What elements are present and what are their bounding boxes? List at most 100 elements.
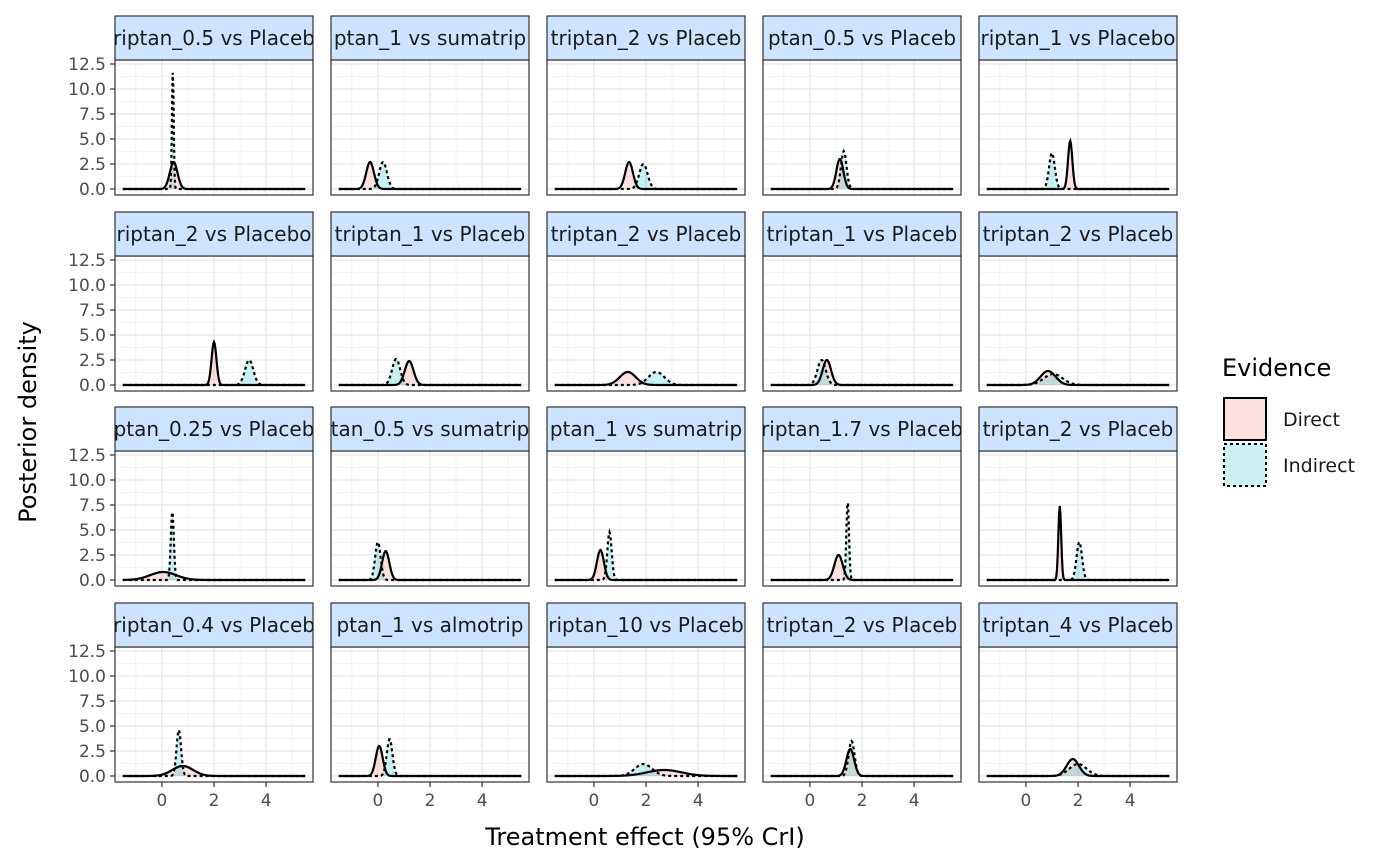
y-tick-label: 7.5 bbox=[79, 301, 106, 321]
y-tick-label: 10.0 bbox=[68, 276, 106, 296]
facet-strip bbox=[546, 15, 746, 61]
facet-strip bbox=[114, 211, 314, 257]
indirect-density-line bbox=[770, 148, 954, 191]
panel-grid bbox=[547, 647, 745, 782]
direct-density-fill bbox=[122, 162, 306, 189]
y-tick-label: 5.0 bbox=[79, 717, 106, 737]
facet-strip-label: ptan_0.25 vs Placeb bbox=[114, 417, 315, 441]
indirect-density-fill bbox=[554, 372, 738, 385]
facet-panel: ptan_1 vs almotrip bbox=[330, 602, 530, 783]
facet-panel: riptan_0.5 vs Placeb bbox=[114, 15, 314, 196]
facet-strip-label: triptan_1 vs Placeb bbox=[767, 222, 958, 246]
facet-strip-label: triptan_2 vs Placeb bbox=[983, 222, 1174, 246]
panel-grid bbox=[115, 60, 313, 195]
facet-panel: triptan_2 vs Placeb bbox=[978, 406, 1178, 587]
legend: Evidence Direct Indirect bbox=[1222, 354, 1355, 487]
indirect-density-fill bbox=[986, 764, 1170, 776]
facet-panel: ptan_0.5 vs Placeb bbox=[762, 15, 962, 196]
y-tick-label: 10.0 bbox=[68, 80, 106, 100]
indirect-density-line bbox=[554, 528, 738, 582]
panel-grid bbox=[547, 451, 745, 586]
y-axis-title: Posterior density bbox=[14, 321, 42, 523]
facet-strip bbox=[762, 406, 962, 452]
facet-strip bbox=[978, 406, 1178, 452]
y-tick-label: 10.0 bbox=[68, 471, 106, 491]
x-tick-label: 0 bbox=[372, 791, 383, 811]
x-tick-label: 2 bbox=[425, 791, 436, 811]
legend-key-indirect bbox=[1223, 443, 1267, 487]
facet-strip-label: ptan_1 vs sumatrip bbox=[550, 417, 742, 441]
indirect-density-line bbox=[986, 762, 1170, 778]
indirect-density-line bbox=[338, 357, 522, 387]
x-tick-label: 4 bbox=[261, 791, 272, 811]
facet-panel: ptan_1 vs sumatrip bbox=[546, 406, 746, 587]
facet-strip-label: riptan_10 vs Placeb bbox=[548, 613, 744, 637]
panel-grid bbox=[331, 60, 529, 195]
indirect-density-line bbox=[122, 72, 306, 191]
facet-panel: triptan_1 vs Placeb bbox=[762, 211, 962, 392]
facet-panel: ptan_0.25 vs Placeb bbox=[114, 406, 315, 587]
indirect-density-line bbox=[338, 737, 522, 778]
facet-strip-label: triptan_2 vs Placeb bbox=[983, 417, 1174, 441]
legend-label-direct: Direct bbox=[1283, 409, 1340, 431]
facet-panel: riptan_1 vs Placebo bbox=[978, 15, 1178, 196]
facet-strip bbox=[330, 602, 530, 648]
facet-strip-label: triptan_2 vs Placeb bbox=[767, 613, 958, 637]
facet-panel: triptan_2 vs Placeb bbox=[546, 15, 746, 196]
facet-strip-label: ptan_1 vs sumatrip bbox=[334, 26, 526, 50]
x-tick-label: 0 bbox=[588, 791, 599, 811]
facet-strip bbox=[978, 15, 1178, 61]
y-tick-label: 0.0 bbox=[79, 180, 106, 200]
y-tick-label: 2.5 bbox=[79, 742, 106, 762]
direct-density-fill bbox=[986, 759, 1170, 776]
facet-strip bbox=[330, 211, 530, 257]
x-axis-title: Treatment effect (95% CrI) bbox=[484, 823, 804, 851]
direct-density-fill bbox=[554, 550, 738, 580]
facet-strip-label: riptan_1.7 vs Placeb bbox=[761, 417, 963, 441]
facet-strip bbox=[978, 602, 1178, 648]
x-tick-label: 4 bbox=[693, 791, 704, 811]
facet-panel: riptan_2 vs Placebo bbox=[114, 211, 314, 392]
y-tick-label: 5.0 bbox=[79, 521, 106, 541]
indirect-density-line bbox=[770, 358, 954, 387]
facet-strip-label: riptan_1 vs Placebo bbox=[980, 26, 1175, 50]
facet-panel: triptan_2 vs Placeb bbox=[762, 602, 962, 783]
facet-panel: riptan_1.7 vs Placeb bbox=[761, 406, 963, 587]
y-tick-label: 5.0 bbox=[79, 326, 106, 346]
direct-density-fill bbox=[122, 766, 306, 776]
facet-strip bbox=[978, 211, 1178, 257]
facet-strip-label: ptan_1 vs almotrip bbox=[336, 613, 523, 637]
facet-panels: riptan_0.5 vs Placeb ptan_1 vs sumatrip tr… bbox=[114, 15, 1178, 783]
facet-strip bbox=[114, 602, 314, 648]
panel-grid bbox=[547, 60, 745, 195]
indirect-density-line bbox=[554, 762, 738, 778]
facet-strip-label: triptan_2 vs Placeb bbox=[551, 222, 742, 246]
indirect-density-fill bbox=[770, 360, 954, 385]
x-tick-label: 2 bbox=[641, 791, 652, 811]
y-tick-label: 12.5 bbox=[68, 446, 106, 466]
legend-label-indirect: Indirect bbox=[1283, 455, 1355, 477]
facet-strip-label: riptan_2 vs Placebo bbox=[116, 222, 311, 246]
indirect-density-line bbox=[770, 502, 954, 582]
indirect-density-line bbox=[338, 160, 522, 191]
y-tick-label: 0.0 bbox=[79, 571, 106, 591]
y-tick-label: 2.5 bbox=[79, 546, 106, 566]
y-tick-label: 12.5 bbox=[68, 55, 106, 75]
indirect-density-line bbox=[770, 739, 954, 778]
facet-strip bbox=[330, 15, 530, 61]
y-tick-label: 10.0 bbox=[68, 667, 106, 687]
facet-strip-label: ptan_0.5 vs Placeb bbox=[768, 26, 956, 50]
y-tick-label: 12.5 bbox=[68, 251, 106, 271]
panel-grid bbox=[115, 451, 313, 586]
indirect-density-line bbox=[554, 370, 738, 387]
x-tick-label: 4 bbox=[477, 791, 488, 811]
facet-panel: tan_0.5 vs sumatrip bbox=[330, 406, 530, 587]
facet-strip-label: triptan_2 vs Placeb bbox=[551, 26, 742, 50]
y-tick-label: 0.0 bbox=[79, 376, 106, 396]
facet-panel: riptan_10 vs Placeb bbox=[546, 602, 746, 783]
facet-strip-label: triptan_4 vs Placeb bbox=[983, 613, 1174, 637]
x-tick-label: 2 bbox=[1073, 791, 1084, 811]
legend-key-direct bbox=[1223, 397, 1267, 441]
x-tick-label: 2 bbox=[857, 791, 868, 811]
